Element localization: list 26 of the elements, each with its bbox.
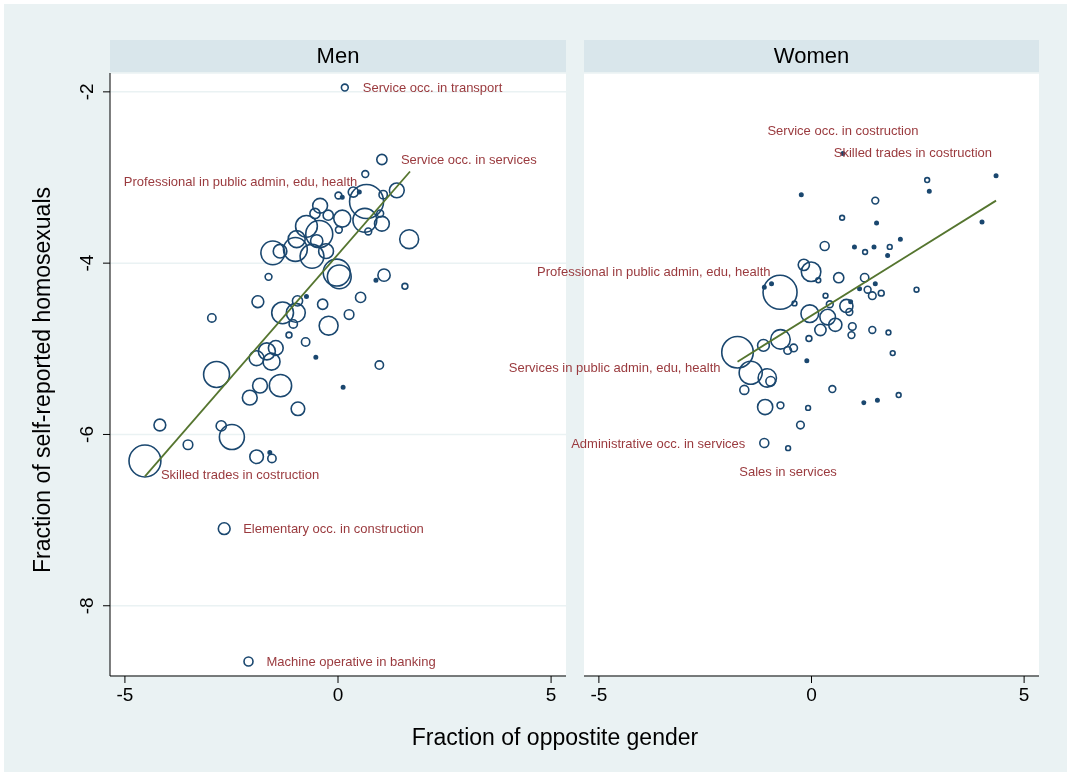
x-tick-label: -5 <box>590 684 608 705</box>
x-tick-label: 0 <box>332 684 344 705</box>
annotation: Elementary occ. in construction <box>243 521 424 537</box>
x-tick-label: 5 <box>1018 684 1030 705</box>
x-tick-label: 0 <box>806 684 817 705</box>
chart-title: Women <box>584 40 1039 72</box>
annotation: Service occ. in services <box>400 152 538 168</box>
annotation: Professional in public admin, edu, health <box>537 264 771 280</box>
annotation: Sales in services <box>739 463 838 479</box>
annotation: Service occ. in transport <box>362 80 503 96</box>
y-axis-title: Fraction of self-reported homosexuals <box>28 185 56 576</box>
annotation: Machine operative in banking <box>266 653 436 669</box>
annotation: Services in public admin, edu, health <box>508 359 721 375</box>
annotation: Professional in public admin, edu, health <box>123 173 358 189</box>
annotation: Skilled trades in costruction <box>160 466 320 482</box>
x-axis-title: Fraction of oppostite gender <box>410 723 700 752</box>
y-tick-label: -2 <box>76 83 97 101</box>
annotation: Administrative occ. in services <box>571 435 746 451</box>
y-tick-label: -8 <box>76 597 97 615</box>
annotation: Skilled trades in costruction <box>833 145 993 161</box>
x-tick-label: -5 <box>116 684 134 705</box>
x-tick-label: 5 <box>545 684 557 705</box>
chart-title: Men <box>110 40 566 72</box>
annotation: Service occ. in costruction <box>767 123 919 139</box>
y-tick-label: -6 <box>76 426 97 443</box>
y-tick-label: -4 <box>76 254 97 272</box>
